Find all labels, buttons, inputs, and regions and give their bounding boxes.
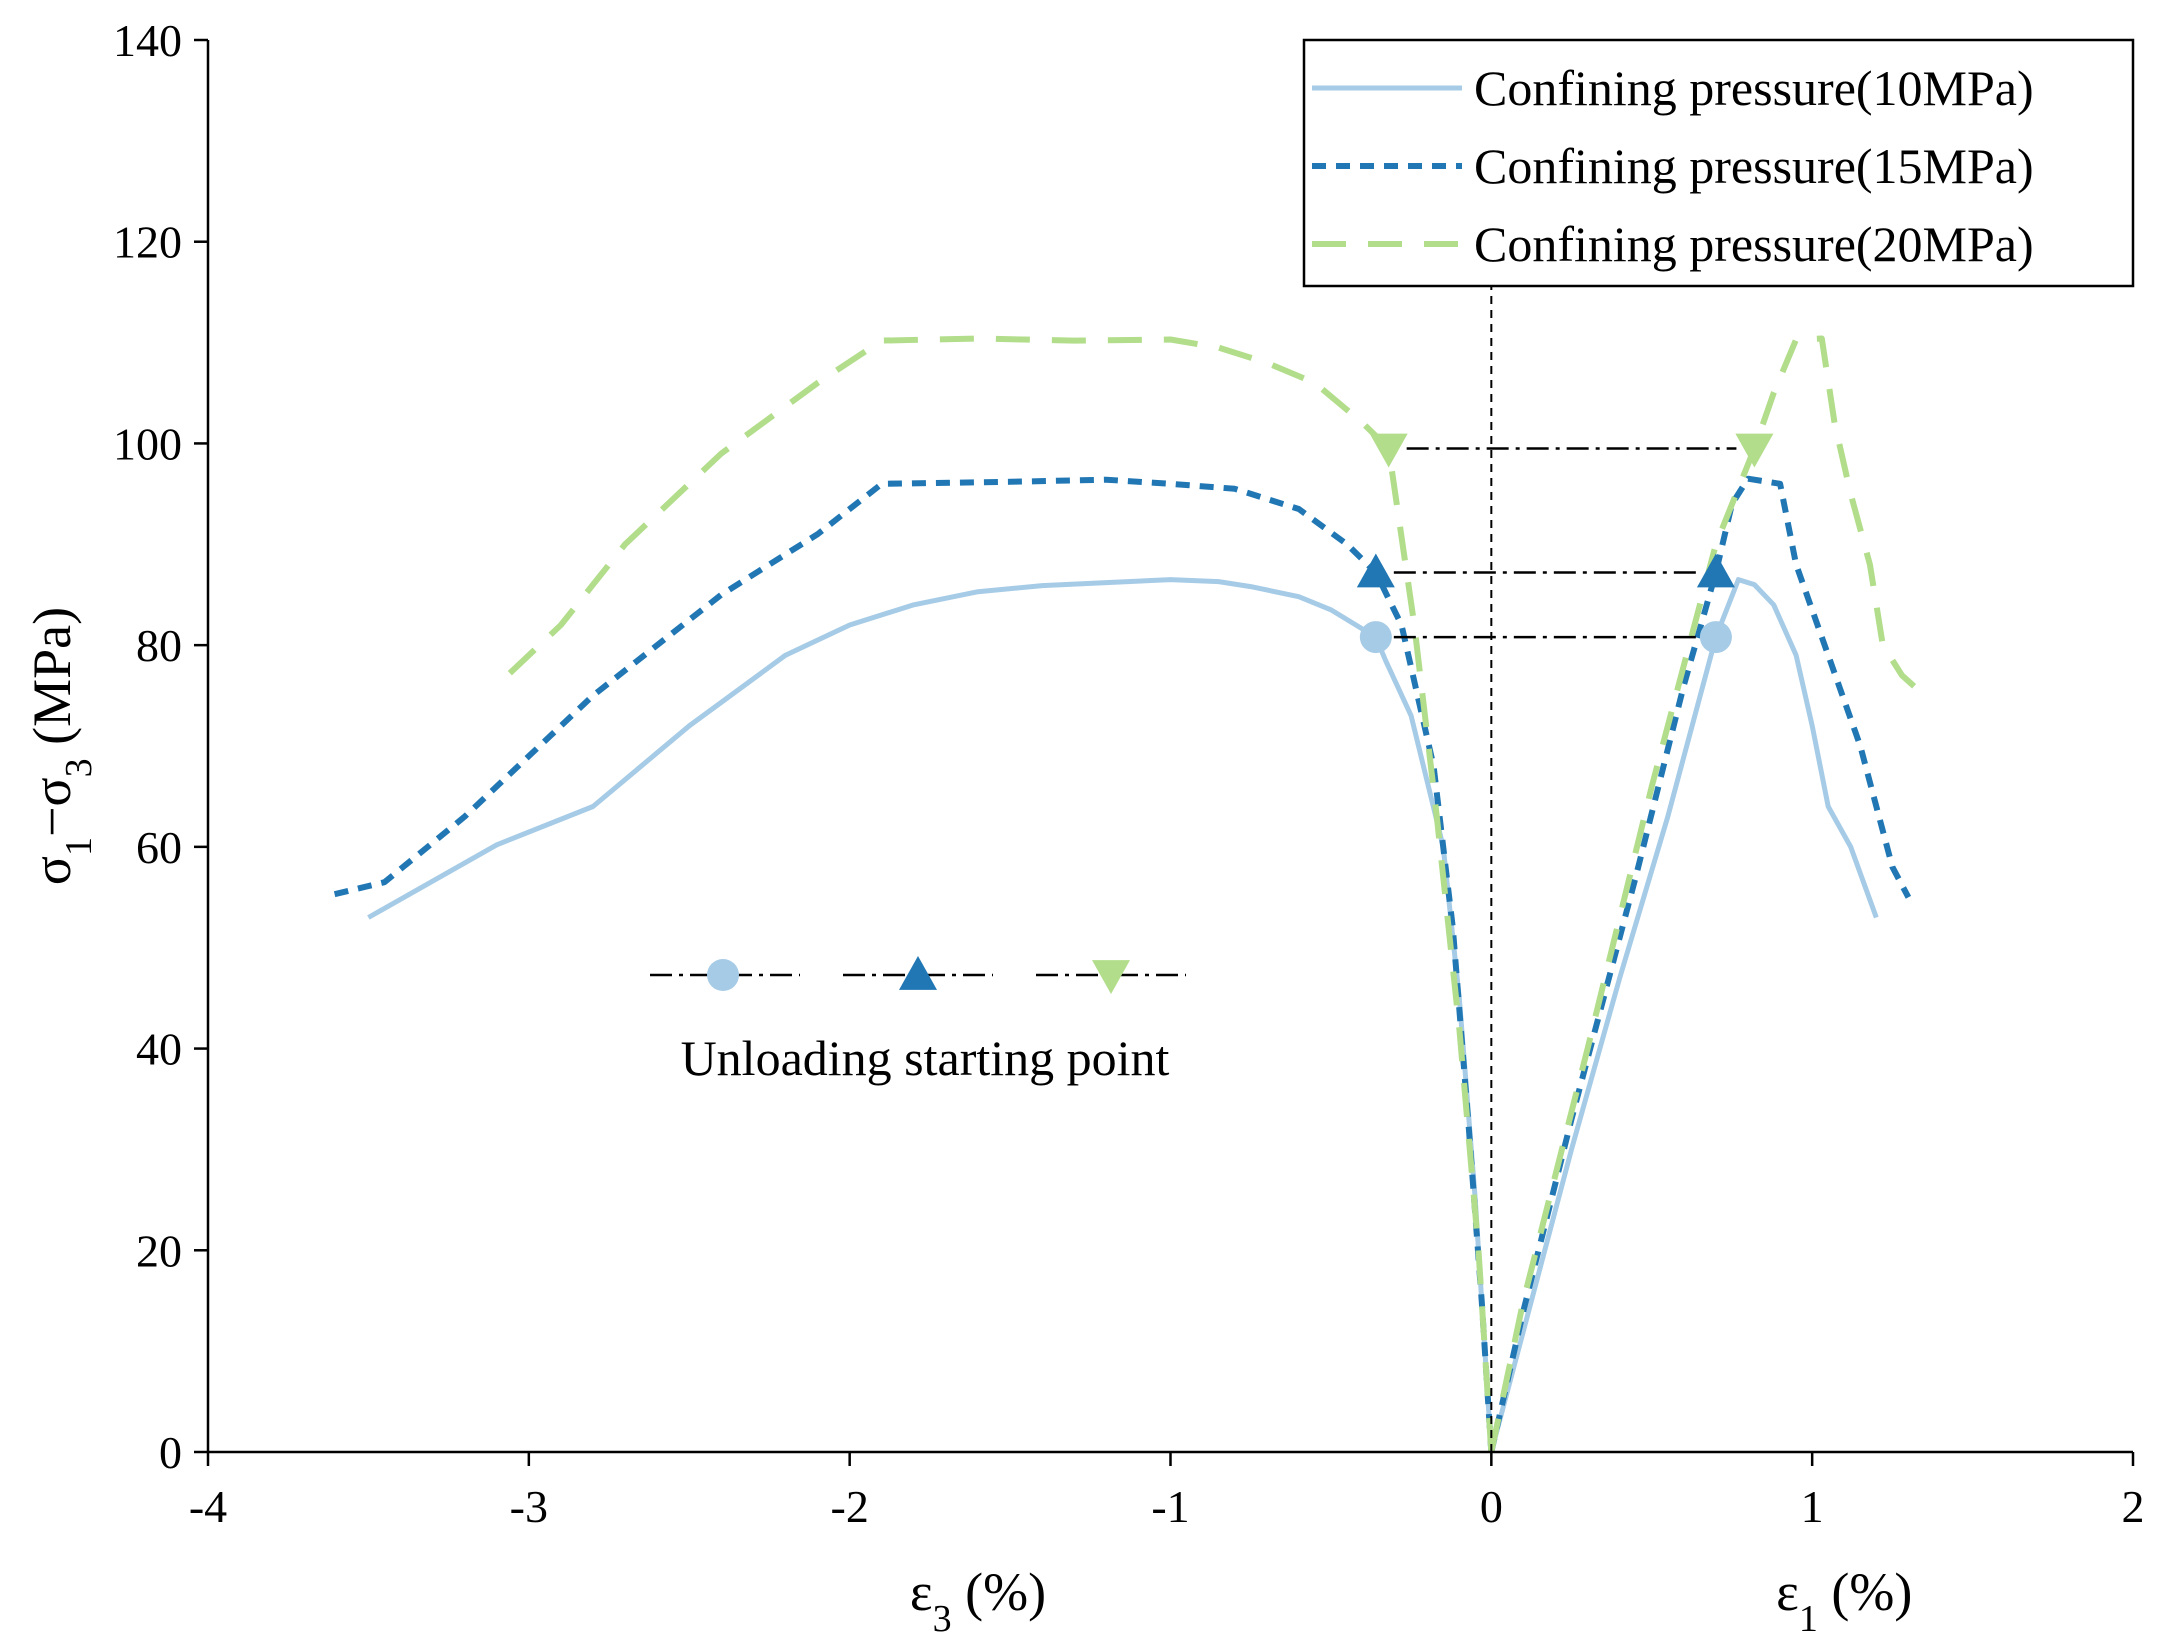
series-2-lateral-line [329,476,1495,1453]
y-tick-label: 80 [136,620,182,671]
annotation-marker-1 [707,959,739,991]
series-1-axial-line [1488,577,1879,1453]
unloading-marker-1-lateral [1359,621,1392,654]
unloading-annotation: Unloading starting point [650,956,1186,1086]
unloading-marker-3-axial [1735,433,1774,468]
unloading-markers-layer [1356,433,1774,654]
x-tick-label: 0 [1480,1481,1503,1532]
x-tick-label: -4 [189,1481,227,1532]
series-layer [329,335,1927,1453]
legend-label-1: Confining pressure(10MPa) [1474,60,2034,116]
unloading-marker-1-axial [1699,621,1732,654]
x-tick-label: 1 [1801,1481,1824,1532]
series-3-axial-line [1488,335,1927,1453]
x-tick-label: -2 [831,1481,869,1532]
legend: Confining pressure(10MPa) Confining press… [1302,38,2135,288]
x-tick-label: -3 [510,1481,548,1532]
series-1-lateral-line [367,577,1494,1453]
x-tick-label: 2 [2122,1481,2145,1532]
legend-label-2: Confining pressure(15MPa) [1474,138,2034,194]
annotation-label: Unloading starting point [681,1030,1170,1086]
y-tick-label: 0 [159,1427,182,1478]
y-tick-label: 120 [113,217,182,268]
unloading-guides-layer [1393,266,1737,1452]
y-axis-title: σ1−σ3 (MPa) [22,607,100,885]
y-tick-label: 40 [136,1024,182,1075]
unloading-marker-2-axial [1696,553,1735,588]
y-tick-label: 140 [113,15,182,66]
annotation-marker-2 [899,956,937,990]
y-tick-label: 100 [113,418,182,469]
x-axis-title-right: ε1 (%) [1776,1562,1912,1636]
series-2-axial-line [1488,475,1912,1453]
unloading-marker-3-lateral [1369,433,1408,468]
x-tick-label: -1 [1151,1481,1189,1532]
annotation-marker-3 [1092,960,1130,994]
y-tick-label: 60 [136,822,182,873]
y-tick-label: 20 [136,1225,182,1276]
series-3-lateral-line [494,335,1495,1453]
unloading-marker-2-lateral [1356,553,1395,588]
x-axis-title-left: ε3 (%) [910,1562,1046,1636]
legend-label-3: Confining pressure(20MPa) [1474,216,2034,272]
